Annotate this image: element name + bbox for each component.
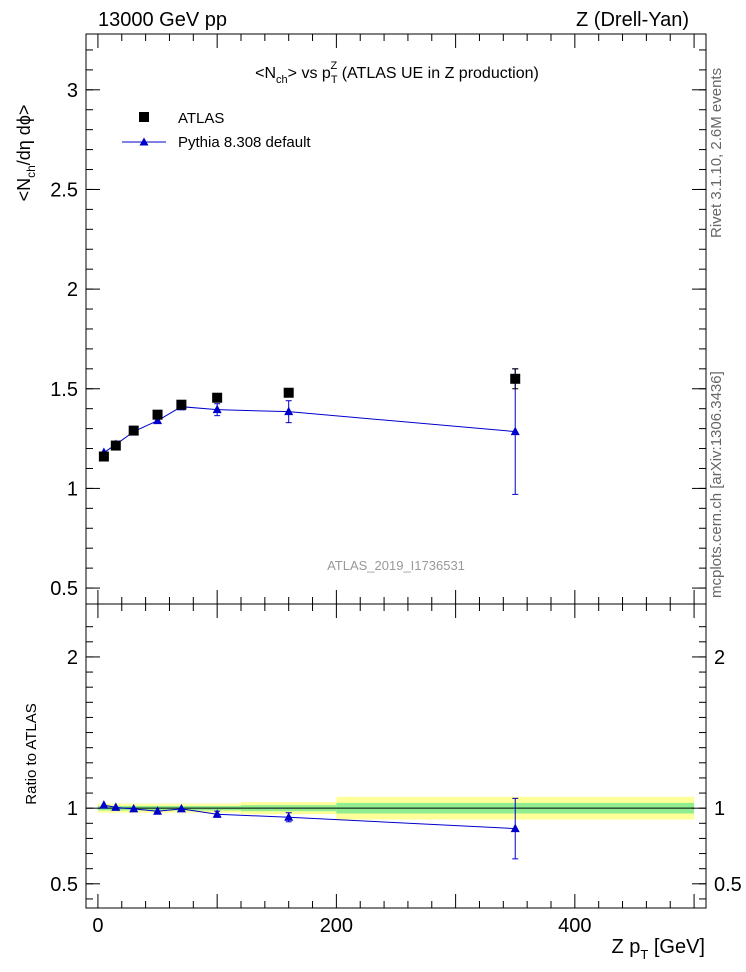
data-point bbox=[110, 440, 121, 451]
analysis-watermark: ATLAS_2019_I1736531 bbox=[327, 558, 465, 573]
data-point bbox=[510, 373, 521, 384]
ratio-point bbox=[111, 802, 121, 811]
plot-title: <Nch> vs pTZ (ATLAS UE in Z production) bbox=[255, 60, 539, 86]
data-point bbox=[98, 451, 109, 462]
y-tick-label: 1 bbox=[67, 478, 78, 500]
panel-frame bbox=[85, 603, 707, 909]
mc-point bbox=[284, 406, 294, 416]
mc-point bbox=[212, 404, 222, 414]
x-tick-label: 0 bbox=[92, 915, 103, 937]
y-tick-label: 3 bbox=[67, 80, 78, 102]
rivet-label: Rivet 3.1.10, 2.6M events bbox=[708, 68, 725, 238]
ratio-point bbox=[510, 823, 520, 833]
y-tick-label: 2.5 bbox=[50, 179, 78, 201]
legend-label-atlas: ATLAS bbox=[178, 110, 224, 127]
data-point bbox=[176, 399, 187, 410]
legend: ATLAS Pythia 8.308 default bbox=[122, 110, 311, 151]
y-tick-label-right: 1 bbox=[714, 798, 725, 820]
x-tick-label: 200 bbox=[320, 915, 353, 937]
mcplots-label: mcplots.cern.ch [arXiv:1306.3436] bbox=[708, 371, 725, 598]
y-tick-label: 1 bbox=[67, 798, 78, 820]
mc-point bbox=[510, 426, 520, 436]
y-tick-label-right: 0.5 bbox=[714, 874, 742, 896]
data-point bbox=[283, 387, 294, 398]
ratio-point bbox=[176, 803, 186, 813]
legend-marker-atlas bbox=[139, 112, 149, 122]
y-tick-label: 2 bbox=[67, 647, 78, 669]
mc-point bbox=[153, 415, 163, 425]
data-point bbox=[128, 425, 139, 436]
header-right: Z (Drell-Yan) bbox=[576, 9, 689, 31]
data-point bbox=[152, 409, 163, 420]
y-axis-label-main: <Nch/dη dϕ> bbox=[14, 105, 38, 202]
legend-marker-pythia bbox=[139, 137, 149, 146]
y-tick-label: 0.5 bbox=[50, 874, 78, 896]
y-tick-label-right: 2 bbox=[714, 647, 725, 669]
mc-line bbox=[103, 406, 516, 453]
ratio-point bbox=[284, 812, 294, 821]
ratio-point bbox=[99, 800, 109, 809]
header-left: 13000 GeV pp bbox=[98, 9, 227, 31]
ratio-panel: 0.5 0.5 1 1 2 2 0 200 400 bbox=[50, 603, 742, 937]
x-tick-label: 400 bbox=[558, 915, 591, 937]
x-axis-label: Z pT [GeV] bbox=[611, 936, 705, 962]
y-tick-label: 0.5 bbox=[50, 578, 78, 600]
y-axis-label-ratio: Ratio to ATLAS bbox=[23, 703, 40, 804]
ratio-point bbox=[212, 809, 222, 818]
ratio-line bbox=[103, 804, 516, 830]
y-tick-label: 1.5 bbox=[50, 379, 78, 401]
y-tick-label: 2 bbox=[67, 279, 78, 301]
ratio-point bbox=[129, 803, 139, 813]
legend-label-pythia: Pythia 8.308 default bbox=[178, 134, 311, 151]
ratio-point bbox=[153, 806, 163, 815]
data-point bbox=[212, 392, 223, 403]
